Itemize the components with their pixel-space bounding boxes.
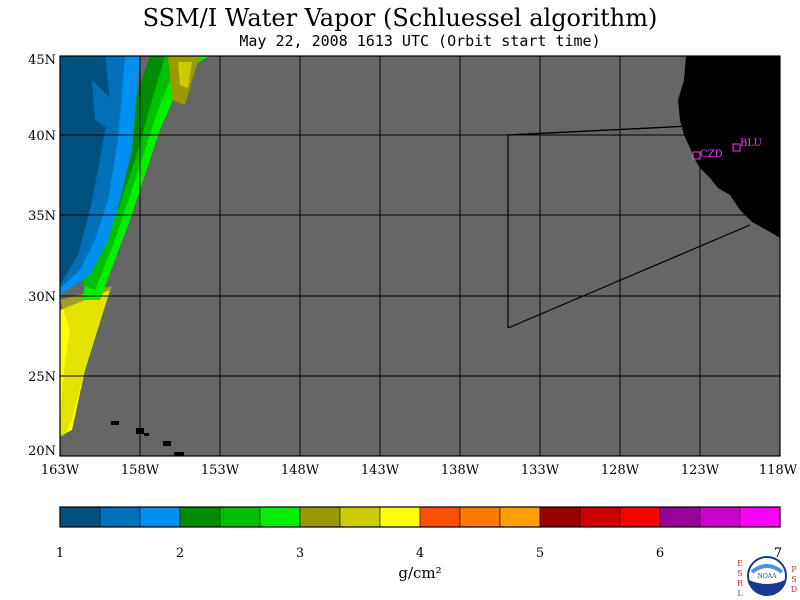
logo-letter-r: R: [737, 579, 744, 588]
logo-text: NOAA: [758, 573, 778, 580]
no-data-area: [60, 56, 780, 456]
lat-label-25n: 25N: [28, 370, 56, 385]
colorbar-swatch: [299, 506, 341, 528]
colorbar-tick-3: 3: [296, 546, 304, 561]
lon-label-128w: 128W: [601, 463, 640, 478]
lon-label-143w: 143W: [361, 463, 400, 478]
colorbar-tick-2: 2: [176, 546, 184, 561]
colorbar-tick-7: 7: [774, 546, 782, 561]
lat-label-45n: 45N: [28, 53, 56, 68]
colorbar-swatch: [219, 506, 261, 528]
lat-label-20n: 20N: [28, 444, 56, 459]
colorbar-swatch: [139, 506, 181, 528]
station-czd-label: CZD: [700, 149, 723, 160]
graticule: [60, 56, 780, 456]
lon-label-153w: 153W: [201, 463, 240, 478]
logo-letter-s2: S: [791, 575, 796, 584]
lat-axis: 45N 40N 35N 30N 25N 20N: [28, 53, 56, 459]
colorbar-swatch: [179, 506, 221, 528]
colorbar-swatch: [499, 506, 541, 528]
colorbar-swatch: [339, 506, 381, 528]
colorbar-swatch: [539, 506, 581, 528]
wv-band-navy-shoulder: [92, 80, 112, 130]
lon-label-148w: 148W: [281, 463, 320, 478]
noaa-logo: E S R L P S D NOAA: [737, 556, 797, 598]
water-vapor-swath: [60, 56, 210, 436]
colorbar-tick-6: 6: [656, 546, 664, 561]
chart-title: SSM/I Water Vapor (Schluessel algorithm): [142, 4, 658, 32]
colorbar-swatch: [579, 506, 621, 528]
lon-label-123w: 123W: [681, 463, 720, 478]
wv-band-olive: [60, 286, 112, 436]
map-frame: [59, 55, 781, 457]
colorbar-swatch: [659, 506, 701, 528]
colorbar-tick-4: 4: [416, 546, 424, 561]
colorbar-swatch: [379, 506, 421, 528]
lon-label-138w: 138W: [441, 463, 480, 478]
station-blu: BLU: [732, 138, 762, 152]
colorbar-swatch: [59, 506, 101, 528]
colorbar-swatch: [99, 506, 141, 528]
colorbar-ticks: 1 2 3 4 5 6 7: [56, 546, 782, 561]
station-blu-label: BLU: [740, 138, 762, 149]
colorbar-swatch: [259, 506, 301, 528]
lat-label-35n: 35N: [28, 209, 56, 224]
colorbar-swatch: [619, 506, 661, 528]
colorbar-swatch: [699, 506, 741, 528]
logo-letter-d: D: [791, 585, 797, 594]
land-north-america: [678, 56, 780, 238]
lat-label-40n: 40N: [28, 129, 56, 144]
lon-label-118w: 118W: [759, 463, 798, 478]
logo-letter-l: L: [737, 589, 743, 598]
lon-label-133w: 133W: [521, 463, 560, 478]
logo-letter-s: S: [737, 569, 742, 578]
station-czd: CZD: [692, 149, 723, 160]
wv-band-yellow-north: [178, 62, 192, 88]
chart-subtitle: May 22, 2008 1613 UTC (Orbit start time): [239, 32, 601, 50]
lat-label-30n: 30N: [28, 290, 56, 305]
colorbar: [59, 506, 781, 528]
colorbar-swatch: [739, 506, 781, 528]
colorbar-frame: [59, 506, 781, 528]
lon-axis: 163W 158W 153W 148W 143W 138W 133W 128W …: [41, 463, 798, 478]
colorbar-tick-5: 5: [536, 546, 544, 561]
colorbar-swatch: [459, 506, 501, 528]
colorbar-unit: g/cm²: [398, 564, 441, 582]
colorbar-tick-1: 1: [56, 546, 64, 561]
colorbar-swatch: [419, 506, 461, 528]
logo-letter-p: P: [791, 565, 797, 574]
lon-label-158w: 158W: [121, 463, 160, 478]
logo-letter-e: E: [737, 559, 743, 568]
lon-label-163w: 163W: [41, 463, 80, 478]
